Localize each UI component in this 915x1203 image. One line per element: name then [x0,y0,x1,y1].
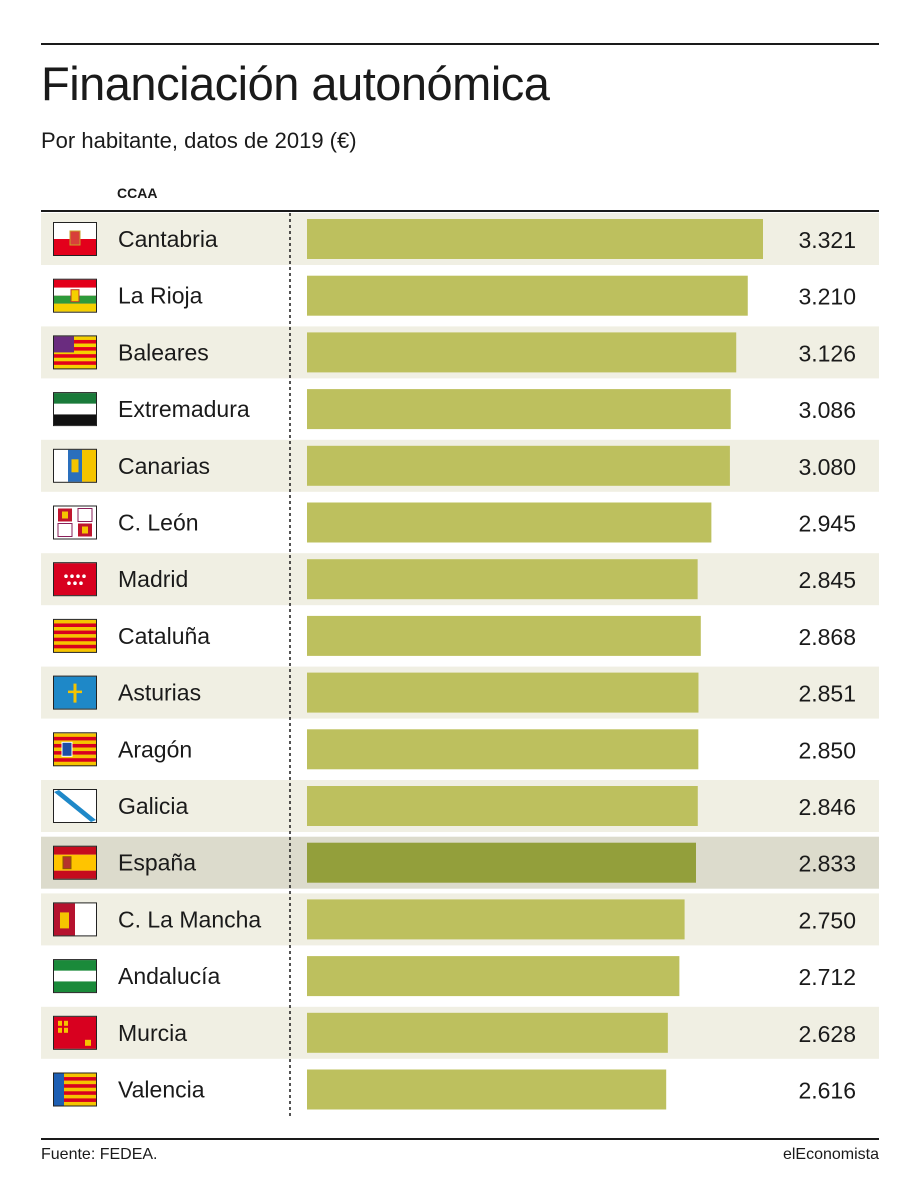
chart-row: Cantabria 3.321 [41,213,879,265]
flag-andalucia-icon [53,959,97,994]
bottom-rule [41,1138,879,1140]
flag-canarias-icon [53,448,97,483]
bar [307,672,699,713]
category-label: Asturias [118,680,201,706]
flag-la-rioja-icon [53,278,97,313]
category-label: Madrid [118,566,188,592]
category-label: Cataluña [118,623,210,649]
value-label: 2.945 [798,511,856,537]
value-label: 2.750 [798,907,856,933]
flag-murcia-icon [53,1015,97,1050]
category-label: Galicia [118,793,189,819]
chart-row: Galicia 2.846 [41,780,879,832]
chart-row: C. León 2.945 [53,502,856,543]
value-label: 2.846 [798,794,856,820]
category-label: Murcia [118,1020,187,1046]
chart-row: España 2.833 [41,836,879,889]
chart-row: Cataluña 2.868 [53,615,856,656]
value-label: 2.845 [798,567,856,593]
chart-row: Aragón 2.850 [53,729,856,770]
source-note: Fuente: FEDEA. [41,1146,158,1163]
category-label: Baleares [118,339,209,365]
bar-highlight [307,842,696,883]
chart-row: La Rioja 3.210 [53,275,856,316]
page-title: Financiación autonómica [41,57,550,110]
value-label: 2.712 [798,964,856,990]
bar [307,899,685,940]
bar [307,1012,668,1053]
category-label: Cantabria [118,226,218,252]
chart-row: Canarias 3.080 [41,439,879,492]
value-label: 3.086 [798,397,856,423]
value-label: 2.616 [798,1078,856,1104]
bar [307,1069,667,1110]
flag-asturias-icon [53,675,97,710]
chart-row: Baleares 3.126 [41,326,879,379]
value-label: 2.628 [798,1021,856,1047]
category-label: Aragón [118,736,192,762]
bar [307,729,699,770]
category-label: La Rioja [118,283,203,309]
chart-row: Andalucía 2.712 [53,956,856,997]
value-label: 2.868 [798,624,856,650]
category-label: Valencia [118,1077,205,1103]
chart-row: Extremadura 3.086 [53,389,856,430]
chart-row: Valencia 2.616 [53,1069,856,1110]
flag-espana-icon [53,845,97,880]
category-label: Andalucía [118,963,221,989]
column-header: CCAA [117,185,158,201]
flag-cantabria-icon [53,222,97,256]
chart-row: Madrid 2.845 [41,553,879,606]
bar [307,615,701,656]
page-subtitle: Por habitante, datos de 2019 (€) [41,128,357,153]
category-label: Canarias [118,453,210,479]
bar [307,219,763,259]
bar [307,786,698,826]
bar [307,956,680,997]
category-label: España [118,850,196,876]
category-label: C. León [118,510,199,536]
bar [307,275,748,316]
value-label: 3.210 [798,284,856,310]
value-label: 2.851 [798,681,856,707]
bar [307,389,731,430]
flag-castilla-la-mancha-icon [53,902,97,937]
category-label: Extremadura [118,396,250,422]
bar [307,502,712,543]
chart-row: Asturias 2.851 [41,666,879,719]
bar [307,445,730,486]
flag-extremadura-icon [53,392,97,427]
bar [307,559,698,600]
bar [307,332,737,373]
chart-row: Murcia 2.628 [41,1006,879,1059]
flag-cataluna-icon [53,618,97,653]
flag-aragon-icon [53,732,97,767]
flag-valencia-icon [53,1072,97,1107]
flag-baleares-icon [53,335,97,370]
top-rule [41,43,879,45]
flag-galicia-icon [53,789,97,823]
brand-logo: elEconomista [782,1146,879,1163]
chart-row: C. La Mancha 2.750 [41,893,879,946]
header-rule [41,210,879,212]
value-label: 2.850 [798,737,856,763]
value-label: 2.833 [798,851,856,877]
value-label: 3.080 [798,454,856,480]
flag-madrid-icon [53,562,97,597]
flag-castilla-leon-icon [53,505,97,540]
category-label: C. La Mancha [118,906,261,932]
value-label: 3.126 [798,340,856,366]
value-label: 3.321 [798,227,856,253]
